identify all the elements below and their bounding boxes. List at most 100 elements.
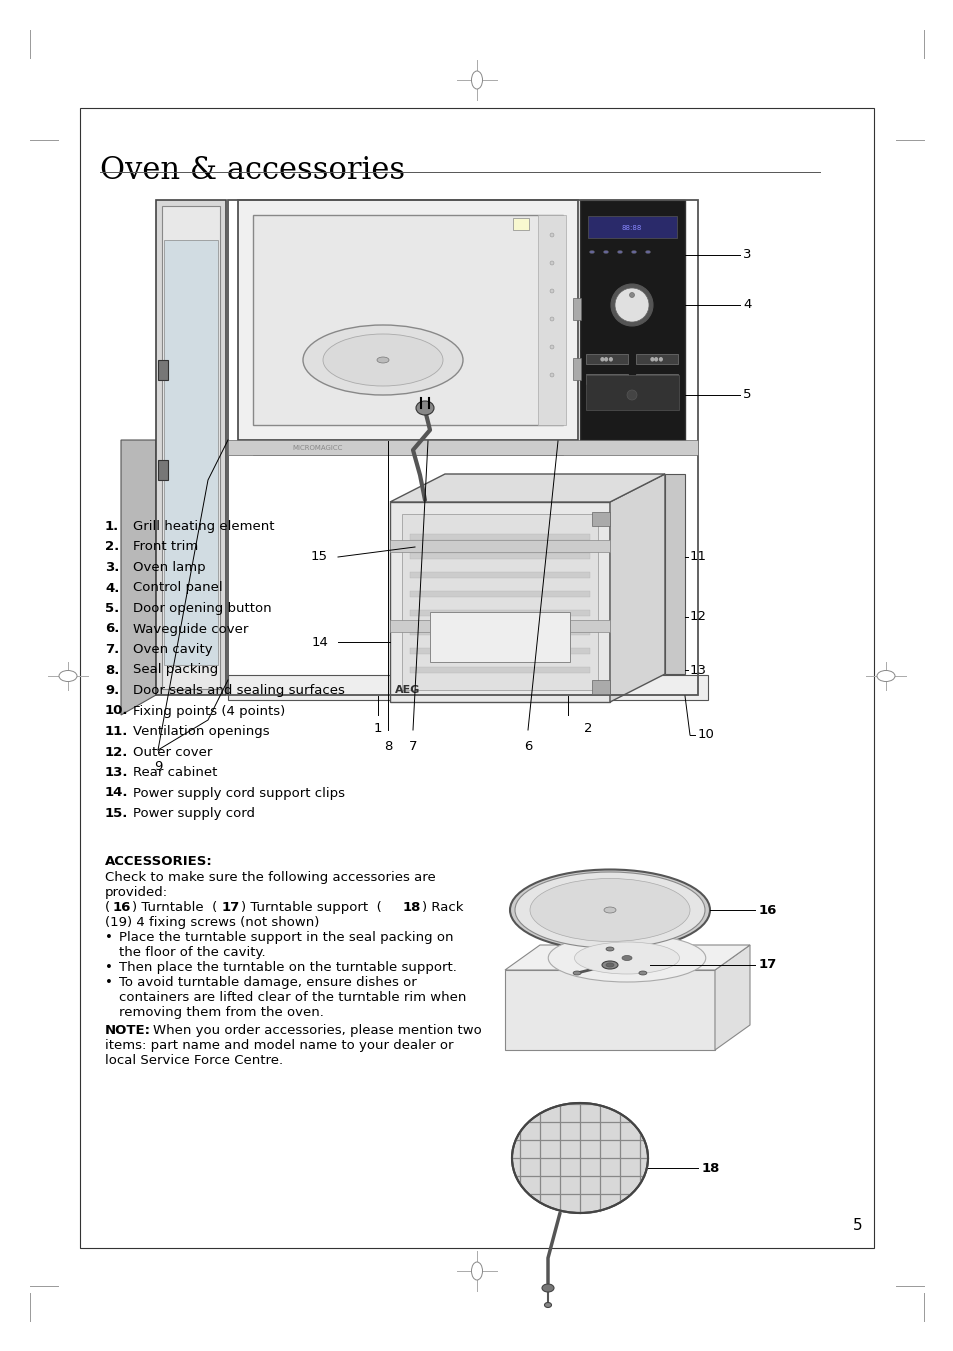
Ellipse shape xyxy=(510,870,709,951)
Text: ) Rack: ) Rack xyxy=(421,901,463,915)
Ellipse shape xyxy=(548,934,705,982)
Text: 5: 5 xyxy=(742,389,751,401)
Ellipse shape xyxy=(573,971,580,975)
Text: •: • xyxy=(105,931,112,944)
Text: ) Turntable  (: ) Turntable ( xyxy=(132,901,217,915)
Text: 5.: 5. xyxy=(105,603,119,615)
Bar xyxy=(390,620,609,632)
Ellipse shape xyxy=(303,326,462,394)
Bar xyxy=(410,571,589,578)
Text: Oven cavity: Oven cavity xyxy=(132,643,213,657)
Bar xyxy=(228,676,707,700)
Text: 6.: 6. xyxy=(105,623,119,635)
Text: Oven lamp: Oven lamp xyxy=(132,561,206,574)
Text: NOTE:: NOTE: xyxy=(105,1024,151,1038)
Text: 2.: 2. xyxy=(105,540,119,554)
Ellipse shape xyxy=(574,942,679,974)
Text: 11.: 11. xyxy=(105,725,129,738)
Text: containers are lifted clear of the turntable rim when: containers are lifted clear of the turnt… xyxy=(119,992,466,1004)
Text: 18: 18 xyxy=(402,901,421,915)
Text: 13.: 13. xyxy=(105,766,129,780)
Ellipse shape xyxy=(550,317,554,322)
Bar xyxy=(410,553,589,559)
Text: 13: 13 xyxy=(689,663,706,677)
Ellipse shape xyxy=(631,250,636,254)
Text: 15.: 15. xyxy=(105,807,129,820)
Polygon shape xyxy=(121,440,156,715)
Bar xyxy=(430,612,569,662)
Bar xyxy=(253,443,562,455)
Ellipse shape xyxy=(603,907,616,913)
Bar xyxy=(410,648,589,654)
Bar xyxy=(156,200,226,694)
Text: Outer cover: Outer cover xyxy=(132,746,213,758)
Bar xyxy=(636,374,678,384)
Ellipse shape xyxy=(876,670,894,681)
Text: 7: 7 xyxy=(408,740,416,753)
Text: Door opening button: Door opening button xyxy=(132,603,272,615)
Text: 6: 6 xyxy=(523,740,532,753)
Ellipse shape xyxy=(617,250,622,254)
Text: Fixing points (4 points): Fixing points (4 points) xyxy=(132,704,285,717)
Bar xyxy=(585,374,627,384)
Bar xyxy=(587,216,677,238)
Ellipse shape xyxy=(629,293,634,297)
Ellipse shape xyxy=(541,1283,554,1292)
Ellipse shape xyxy=(626,390,637,400)
Bar xyxy=(573,299,580,320)
Bar xyxy=(573,358,580,380)
Bar xyxy=(410,630,589,635)
Text: the floor of the cavity.: the floor of the cavity. xyxy=(119,946,265,959)
Text: 5: 5 xyxy=(852,1217,862,1232)
Ellipse shape xyxy=(512,1102,647,1213)
Bar xyxy=(390,503,609,703)
Ellipse shape xyxy=(615,288,648,322)
Text: Check to make sure the following accessories are: Check to make sure the following accesso… xyxy=(105,871,436,884)
Text: 15: 15 xyxy=(311,550,328,563)
Ellipse shape xyxy=(550,345,554,349)
Text: 8.: 8. xyxy=(105,663,119,677)
Text: •: • xyxy=(105,975,112,989)
Bar xyxy=(237,200,578,440)
Bar xyxy=(158,359,168,380)
Text: 4.: 4. xyxy=(105,581,119,594)
Text: 16: 16 xyxy=(112,901,132,915)
Text: Rear cabinet: Rear cabinet xyxy=(132,766,217,780)
Ellipse shape xyxy=(605,947,614,951)
Text: 14: 14 xyxy=(311,635,328,648)
Ellipse shape xyxy=(603,250,608,254)
Text: 1: 1 xyxy=(374,721,382,735)
Text: 7.: 7. xyxy=(105,643,119,657)
Text: 3: 3 xyxy=(742,249,751,262)
Text: When you order accessories, please mention two: When you order accessories, please menti… xyxy=(152,1024,481,1038)
Ellipse shape xyxy=(544,1302,551,1308)
Text: 88:88: 88:88 xyxy=(621,226,641,231)
Ellipse shape xyxy=(605,963,614,967)
Polygon shape xyxy=(714,944,749,1050)
Ellipse shape xyxy=(323,334,442,386)
Ellipse shape xyxy=(621,955,631,961)
Ellipse shape xyxy=(530,878,689,942)
Text: ACCESSORIES:: ACCESSORIES: xyxy=(105,855,213,867)
Text: 11: 11 xyxy=(689,550,706,563)
Bar xyxy=(228,440,698,455)
Text: Door seals and sealing surfaces: Door seals and sealing surfaces xyxy=(132,684,345,697)
Ellipse shape xyxy=(471,1262,482,1279)
Polygon shape xyxy=(504,944,749,970)
Bar xyxy=(513,218,529,230)
Bar xyxy=(579,200,684,440)
Text: Place the turntable support in the seal packing on: Place the turntable support in the seal … xyxy=(119,931,453,944)
Bar xyxy=(80,108,873,1248)
Text: Then place the turntable on the turntable support.: Then place the turntable on the turntabl… xyxy=(119,961,456,974)
Text: ●●●: ●●● xyxy=(599,357,614,362)
Bar xyxy=(410,667,589,673)
Polygon shape xyxy=(664,474,684,674)
Text: 2: 2 xyxy=(583,721,592,735)
Polygon shape xyxy=(609,474,664,703)
Ellipse shape xyxy=(610,284,652,326)
Text: local Service Force Centre.: local Service Force Centre. xyxy=(105,1054,283,1067)
Text: Grill heating element: Grill heating element xyxy=(132,520,274,534)
Ellipse shape xyxy=(639,971,646,975)
Text: Power supply cord support clips: Power supply cord support clips xyxy=(132,786,345,800)
Text: AEG: AEG xyxy=(395,685,420,694)
